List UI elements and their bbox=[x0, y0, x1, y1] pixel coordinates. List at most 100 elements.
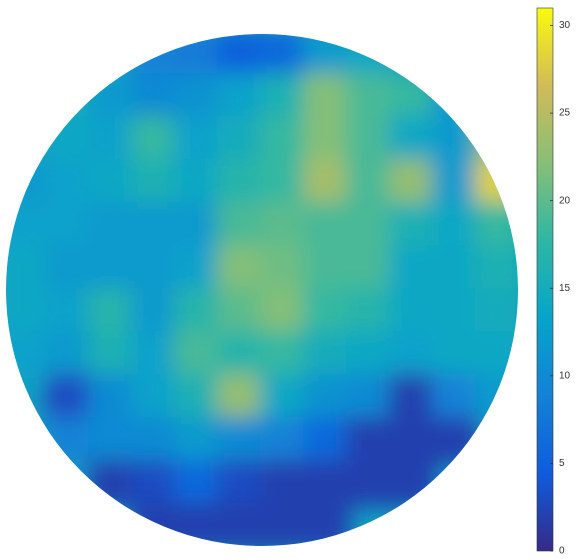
heatmap-cell bbox=[2, 202, 49, 249]
heatmap-cell bbox=[260, 73, 307, 120]
heatmap-cell bbox=[2, 159, 49, 206]
heatmap-cell bbox=[45, 417, 92, 464]
heatmap-cell bbox=[131, 503, 178, 550]
heatmap-cell bbox=[131, 288, 178, 335]
heatmap-cell bbox=[217, 116, 264, 163]
heatmap-cell bbox=[346, 288, 393, 335]
heatmap-cell bbox=[88, 460, 135, 507]
heatmap-cells bbox=[2, 30, 522, 550]
heatmap-cell bbox=[432, 374, 479, 421]
heatmap-cell bbox=[260, 245, 307, 292]
heatmap-cell bbox=[346, 30, 393, 77]
heatmap-cell bbox=[303, 116, 350, 163]
heatmap-cell bbox=[432, 116, 479, 163]
colorbar-tick-label: 20 bbox=[559, 195, 571, 206]
heatmap-cell bbox=[303, 245, 350, 292]
heatmap-cell bbox=[260, 288, 307, 335]
heatmap-cell bbox=[2, 331, 49, 378]
heatmap-cell bbox=[475, 374, 522, 421]
heatmap-cell bbox=[432, 417, 479, 464]
heatmap-cell bbox=[174, 460, 221, 507]
heatmap-cell bbox=[432, 159, 479, 206]
heatmap-cell bbox=[260, 30, 307, 77]
heatmap-cell bbox=[346, 116, 393, 163]
heatmap-cell bbox=[389, 245, 436, 292]
heatmap-cell bbox=[174, 202, 221, 249]
heatmap-cell bbox=[475, 159, 522, 206]
heatmap-cell bbox=[346, 245, 393, 292]
colorbar-tick-label: 10 bbox=[559, 370, 571, 381]
heatmap-cell bbox=[131, 374, 178, 421]
heatmap-cell bbox=[389, 202, 436, 249]
heatmap-cell bbox=[174, 503, 221, 550]
chart: 051015202530 bbox=[0, 0, 576, 559]
heatmap-cell bbox=[88, 374, 135, 421]
heatmap-cell bbox=[88, 331, 135, 378]
heatmap-cell bbox=[260, 331, 307, 378]
heatmap-cell bbox=[346, 374, 393, 421]
heatmap-cell bbox=[260, 503, 307, 550]
heatmap-cell bbox=[174, 245, 221, 292]
heatmap-cell bbox=[389, 116, 436, 163]
heatmap-cell bbox=[217, 202, 264, 249]
heatmap-cell bbox=[174, 116, 221, 163]
heatmap-cell bbox=[131, 460, 178, 507]
heatmap-cell bbox=[475, 245, 522, 292]
heatmap-cell bbox=[346, 417, 393, 464]
heatmap-cell bbox=[217, 245, 264, 292]
heatmap-cell bbox=[2, 288, 49, 335]
heatmap-cell bbox=[346, 202, 393, 249]
heatmap-cell bbox=[45, 159, 92, 206]
heatmap-cell bbox=[2, 245, 49, 292]
heatmap-cell bbox=[303, 159, 350, 206]
heatmap-cell bbox=[303, 288, 350, 335]
heatmap-cell bbox=[45, 116, 92, 163]
heatmap-cell bbox=[217, 288, 264, 335]
heatmap-cell bbox=[88, 73, 135, 120]
colorbar-tick-label: 15 bbox=[559, 283, 571, 294]
heatmap-cell bbox=[432, 245, 479, 292]
heatmap-cell bbox=[260, 159, 307, 206]
heatmap-cell bbox=[475, 331, 522, 378]
heatmap-cell bbox=[346, 159, 393, 206]
heatmap-cell bbox=[45, 331, 92, 378]
heatmap-cell bbox=[260, 374, 307, 421]
heatmap-cell bbox=[131, 30, 178, 77]
heatmap-cell bbox=[88, 202, 135, 249]
heatmap-cell bbox=[88, 417, 135, 464]
heatmap-cell bbox=[131, 73, 178, 120]
heatmap-cell bbox=[432, 288, 479, 335]
heatmap-cell bbox=[174, 73, 221, 120]
colorbar-tick-label: 30 bbox=[559, 20, 571, 31]
heatmap-cell bbox=[217, 30, 264, 77]
heatmap-cell bbox=[303, 417, 350, 464]
heatmap-cell bbox=[131, 245, 178, 292]
heatmap-cell bbox=[346, 73, 393, 120]
heatmap-cell bbox=[174, 374, 221, 421]
heatmap-cell bbox=[475, 288, 522, 335]
heatmap-cell bbox=[389, 460, 436, 507]
heatmap-cell bbox=[260, 202, 307, 249]
heatmap-cell bbox=[303, 30, 350, 77]
heatmap-cell bbox=[131, 202, 178, 249]
heatmap-cell bbox=[174, 417, 221, 464]
heatmap-cell bbox=[88, 245, 135, 292]
heatmap-cell bbox=[389, 374, 436, 421]
heatmap-cell bbox=[174, 331, 221, 378]
heatmap-cell bbox=[260, 417, 307, 464]
heatmap-cell bbox=[88, 116, 135, 163]
colorbar-tick-label: 25 bbox=[559, 108, 571, 119]
heatmap-cell bbox=[389, 73, 436, 120]
heatmap-cell bbox=[475, 202, 522, 249]
heatmap-cell bbox=[303, 460, 350, 507]
heatmap-cell bbox=[217, 73, 264, 120]
colorbar-tick-label: 5 bbox=[559, 458, 565, 469]
heatmap-cell bbox=[217, 374, 264, 421]
heatmap-cell bbox=[389, 288, 436, 335]
heatmap-cell bbox=[217, 460, 264, 507]
heatmap-cell bbox=[475, 116, 522, 163]
heatmap-cell bbox=[217, 417, 264, 464]
heatmap-cell bbox=[303, 503, 350, 550]
heatmap-cell bbox=[131, 116, 178, 163]
heatmap-cell bbox=[217, 503, 264, 550]
